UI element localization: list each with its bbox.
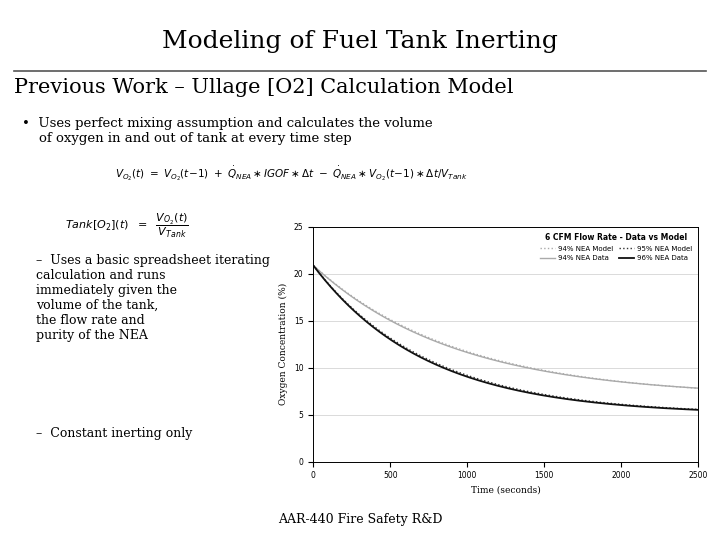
Text: $Tank[O_2](t)\ \ =\ \ \dfrac{V_{O_2}(t)}{V_{Tank}}$: $Tank[O_2](t)\ \ =\ \ \dfrac{V_{O_2}(t)}… bbox=[65, 212, 189, 240]
Text: $V_{O_2}(t)\ =\ V_{O_2}(t\!-\!1)\ +\ \dot{Q}_{NEA} \ast IGOF \ast \Delta t\ -\ \: $V_{O_2}(t)\ =\ V_{O_2}(t\!-\!1)\ +\ \do… bbox=[115, 165, 468, 183]
Legend: 94% NEA Model, 94% NEA Data, 95% NEA Model, 96% NEA Data: 94% NEA Model, 94% NEA Data, 95% NEA Mod… bbox=[537, 230, 695, 264]
Text: AAR-440 Fire Safety R&D: AAR-440 Fire Safety R&D bbox=[278, 514, 442, 526]
Text: –  Uses a basic spreadsheet iterating
calculation and runs
immediately given the: – Uses a basic spreadsheet iterating cal… bbox=[36, 254, 270, 342]
Text: Previous Work – Ullage [O2] Calculation Model: Previous Work – Ullage [O2] Calculation … bbox=[14, 78, 514, 97]
Text: Modeling of Fuel Tank Inerting: Modeling of Fuel Tank Inerting bbox=[162, 30, 558, 53]
Text: •  Uses perfect mixing assumption and calculates the volume
    of oxygen in and: • Uses perfect mixing assumption and cal… bbox=[22, 117, 432, 145]
Y-axis label: Oxygen Concentration (%): Oxygen Concentration (%) bbox=[279, 283, 288, 406]
X-axis label: Time (seconds): Time (seconds) bbox=[471, 486, 541, 495]
Text: –  Constant inerting only: – Constant inerting only bbox=[36, 427, 192, 440]
